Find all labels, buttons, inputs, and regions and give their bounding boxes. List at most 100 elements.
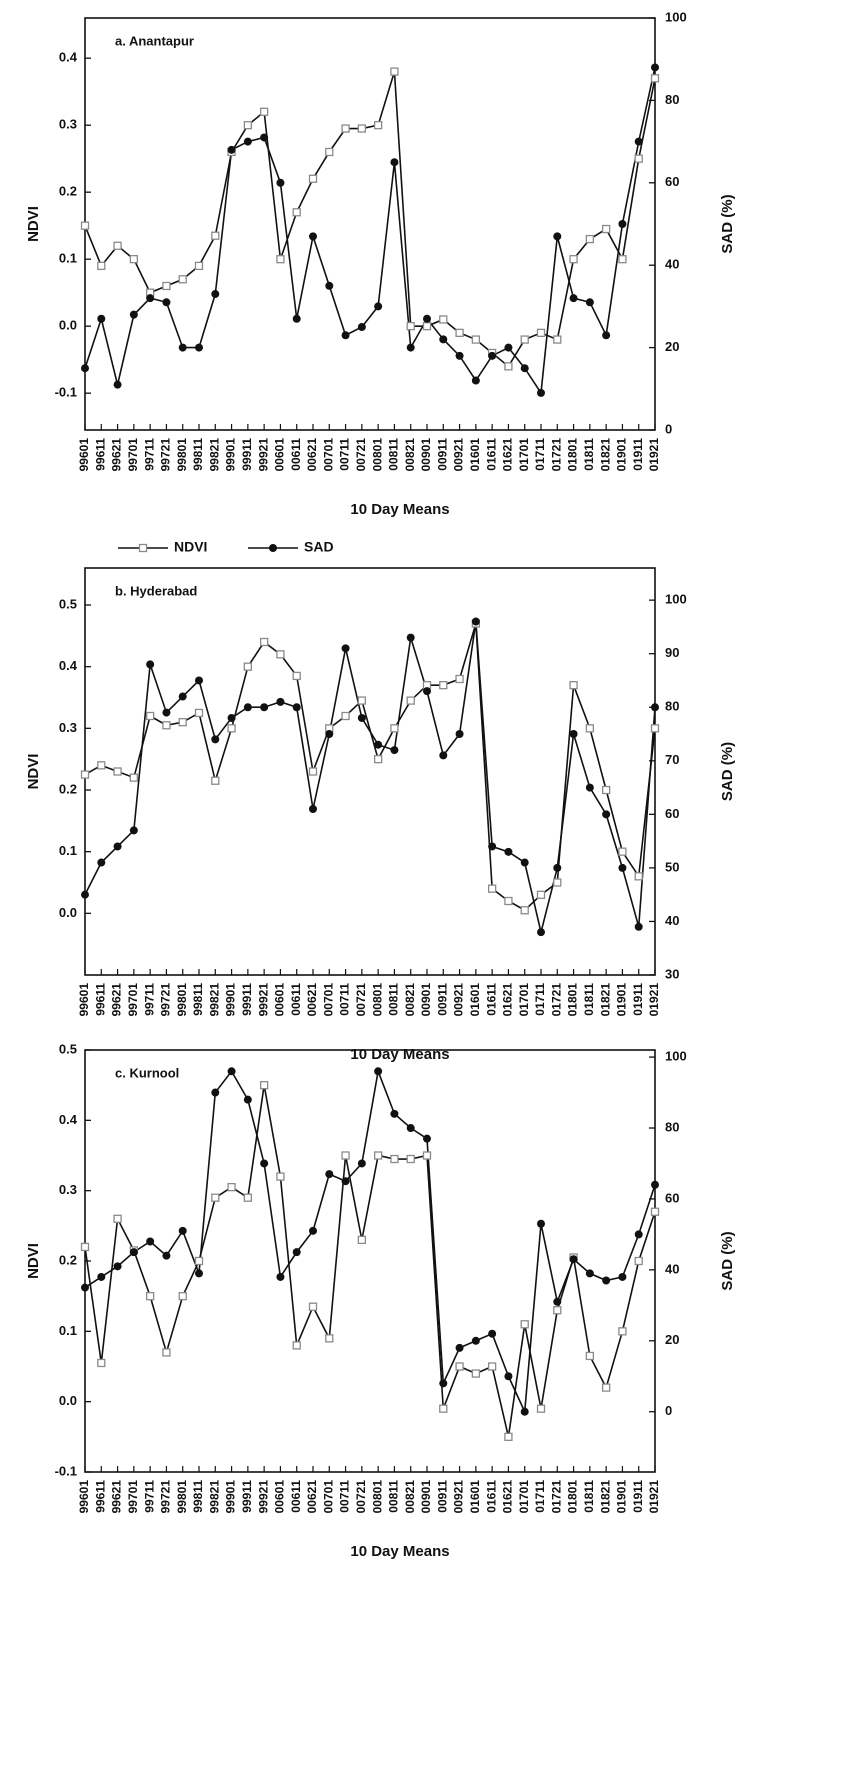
- x-tick-label: 99601: [77, 438, 91, 472]
- x-tick-label: 01711: [533, 1480, 547, 1513]
- x-tick-label: 00911: [435, 983, 449, 1016]
- x-tick-label: 01721: [549, 438, 563, 472]
- x-tick-label: 99801: [175, 1480, 189, 1514]
- ndvi-marker: [553, 878, 562, 887]
- ndvi-marker: [138, 543, 148, 553]
- x-tick-label: 99721: [159, 983, 173, 1017]
- ndvi-marker: [194, 261, 204, 271]
- sad-marker: [488, 1329, 497, 1338]
- x-tick-label: 01821: [598, 1480, 612, 1514]
- series-line: [84, 67, 656, 396]
- x-tick-label: 00921: [452, 983, 466, 1017]
- ndvi-marker: [292, 208, 301, 217]
- x-tick-label: 01901: [615, 1480, 629, 1514]
- y2-tick-label: 100: [665, 1049, 687, 1064]
- sad-marker: [520, 858, 529, 867]
- sad-marker: [243, 137, 252, 146]
- ndvi-marker: [634, 1256, 643, 1266]
- x-tick-label: 00801: [370, 983, 384, 1017]
- ndvi-marker: [129, 773, 139, 782]
- ndvi-marker: [80, 221, 90, 230]
- legend-label: SAD: [304, 539, 334, 555]
- y2-tick-label: 100: [665, 592, 687, 607]
- ndvi-marker: [145, 711, 155, 721]
- sad-marker: [634, 137, 643, 146]
- ndvi-marker: [194, 708, 204, 718]
- sad-marker: [81, 364, 89, 373]
- sad-marker: [325, 1170, 334, 1179]
- sad-marker: [227, 713, 236, 722]
- x-tick-label: 00821: [403, 1480, 417, 1514]
- x-tick-label: 99621: [110, 983, 124, 1017]
- x-tick-label: 01801: [566, 1480, 580, 1514]
- ndvi-marker: [113, 241, 122, 250]
- sad-marker: [602, 810, 611, 819]
- sad-marker: [292, 1248, 301, 1257]
- x-tick-label: 00621: [305, 1480, 319, 1514]
- sad-marker: [97, 1272, 106, 1281]
- x-tick-label: 00901: [419, 1480, 433, 1514]
- ndvi-marker: [650, 1207, 660, 1216]
- ndvi-marker: [243, 121, 253, 130]
- ndvi-marker: [243, 1193, 253, 1202]
- ndvi-marker: [357, 696, 367, 705]
- x-tick-label: 00921: [452, 1480, 466, 1514]
- sad-marker: [292, 314, 301, 323]
- ndvi-marker: [471, 1369, 481, 1378]
- ndvi-marker: [276, 1172, 285, 1181]
- x-tick-label: 01811: [582, 438, 596, 471]
- x-tick-label: 01611: [484, 1480, 498, 1513]
- ndvi-marker: [487, 884, 497, 893]
- ndvi-marker: [162, 721, 171, 730]
- x-tick-label: 99721: [159, 438, 173, 472]
- x-tick-label: 01621: [501, 983, 515, 1017]
- sad-marker: [211, 1088, 220, 1097]
- x-tick-label: 00711: [338, 1480, 352, 1513]
- y-tick-label: 0.5: [59, 1041, 77, 1056]
- ndvi-marker: [341, 124, 350, 133]
- ndvi-marker: [276, 650, 285, 659]
- sad-marker: [195, 1269, 203, 1278]
- x-tick-label: 00901: [419, 438, 433, 472]
- x-tick-label: 00721: [354, 438, 368, 472]
- y-axis-title: NDVI: [25, 754, 42, 790]
- x-tick-label: 99821: [207, 1480, 221, 1514]
- ndvi-marker: [520, 1320, 529, 1329]
- y-tick-label: 0.1: [59, 843, 77, 858]
- x-tick-label: 01601: [468, 438, 482, 472]
- ndvi-marker: [373, 1151, 383, 1160]
- x-tick-label: 99901: [224, 1480, 238, 1514]
- ndvi-marker: [211, 231, 220, 240]
- sad-marker: [227, 1067, 236, 1076]
- sad-marker: [504, 343, 513, 352]
- ndvi-marker: [178, 275, 187, 284]
- sad-marker: [178, 343, 187, 352]
- y-tick-label: 0.3: [59, 117, 77, 132]
- ndvi-marker: [536, 328, 546, 338]
- ndvi-marker: [585, 234, 595, 244]
- ndvi-marker: [211, 1193, 220, 1202]
- sad-marker: [455, 730, 464, 739]
- ndvi-marker: [504, 362, 513, 371]
- sad-marker: [504, 847, 513, 856]
- sad-marker: [585, 1269, 594, 1278]
- sad-marker: [357, 1159, 366, 1168]
- sad-marker: [357, 713, 366, 722]
- x-tick-label: 00911: [435, 1480, 449, 1513]
- sad-marker: [211, 290, 220, 299]
- ndvi-marker: [536, 1404, 546, 1413]
- sad-marker: [602, 331, 611, 340]
- x-tick-label: 99911: [240, 1480, 254, 1513]
- y2-tick-label: 0: [665, 1403, 672, 1418]
- x-tick-label: 99601: [77, 1480, 91, 1514]
- sad-marker: [146, 660, 155, 669]
- y2-tick-label: 20: [665, 339, 679, 354]
- sad-marker: [537, 928, 545, 937]
- ndvi-marker: [439, 315, 448, 324]
- sad-marker: [146, 1237, 155, 1246]
- x-tick-label: 00601: [273, 1480, 287, 1514]
- sad-marker: [374, 740, 383, 749]
- sad-marker: [471, 617, 480, 626]
- x-axis-title: 10 Day Means: [350, 1046, 449, 1063]
